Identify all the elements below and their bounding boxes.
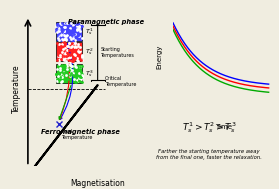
Text: Final
Temperature: Final Temperature [61,129,93,140]
Text: Time: Time [215,124,232,129]
FancyBboxPatch shape [56,42,82,61]
Text: $T_s^3$: $T_s^3$ [278,55,279,66]
Text: Temperature: Temperature [12,64,21,113]
Text: $T_s^3$: $T_s^3$ [85,68,94,79]
FancyBboxPatch shape [56,22,82,41]
Text: Critical
Temperature: Critical Temperature [105,77,136,87]
Text: Energy: Energy [156,45,162,69]
Text: Starting
Temperatures: Starting Temperatures [100,47,134,58]
Text: $T_s^2$: $T_s^2$ [278,41,279,52]
FancyArrowPatch shape [59,85,71,119]
FancyArrowPatch shape [59,64,69,119]
Text: Magnetisation: Magnetisation [70,179,125,188]
Text: $T_s^2$: $T_s^2$ [85,46,94,57]
Text: Ferromagnetic phase: Ferromagnetic phase [42,129,120,135]
Text: Paramagnetic phase: Paramagnetic phase [68,19,144,25]
Text: $T_s^1$: $T_s^1$ [85,26,94,37]
Text: Farther the starting temperature away
from the final one, faster the relaxation.: Farther the starting temperature away fr… [156,149,262,160]
FancyArrowPatch shape [60,43,73,119]
FancyBboxPatch shape [56,64,82,83]
Text: $T_s^1$: $T_s^1$ [278,28,279,39]
Text: $T_s^1 > T_s^2 > T_s^3$: $T_s^1 > T_s^2 > T_s^3$ [182,121,237,136]
